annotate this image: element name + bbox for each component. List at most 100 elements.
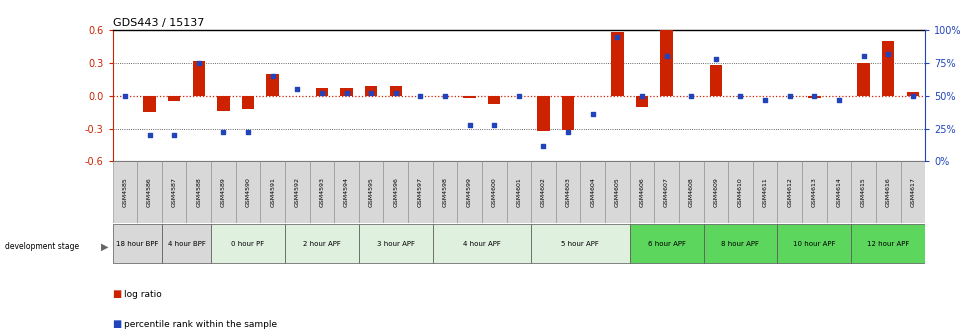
Bar <box>635 96 647 107</box>
Point <box>609 34 625 39</box>
Text: 4 hour BPF: 4 hour BPF <box>167 241 205 247</box>
Text: GSM4602: GSM4602 <box>541 177 546 207</box>
Bar <box>851 224 924 263</box>
Bar <box>359 161 383 223</box>
Text: GSM4609: GSM4609 <box>713 177 718 207</box>
Point <box>806 93 822 98</box>
Point <box>142 132 157 138</box>
Bar <box>408 161 432 223</box>
Bar <box>537 96 549 131</box>
Text: GSM4596: GSM4596 <box>393 177 398 207</box>
Text: GSM4589: GSM4589 <box>221 177 226 207</box>
Bar <box>728 161 752 223</box>
Text: 12 hour APF: 12 hour APF <box>867 241 909 247</box>
Text: GSM4593: GSM4593 <box>319 177 324 207</box>
Point <box>855 54 870 59</box>
Bar <box>506 161 531 223</box>
Text: GSM4591: GSM4591 <box>270 177 275 207</box>
Point <box>904 93 919 98</box>
Bar <box>389 86 402 96</box>
Bar <box>604 161 629 223</box>
Text: GSM4601: GSM4601 <box>515 177 521 207</box>
Bar <box>777 224 851 263</box>
Text: GSM4607: GSM4607 <box>663 177 668 207</box>
Bar <box>340 88 352 96</box>
Text: GSM4613: GSM4613 <box>811 177 816 207</box>
Bar <box>851 161 875 223</box>
Bar <box>333 161 359 223</box>
Text: GSM4605: GSM4605 <box>614 177 619 207</box>
Text: GSM4585: GSM4585 <box>122 177 127 207</box>
Text: GSM4608: GSM4608 <box>689 177 693 207</box>
Text: ▶: ▶ <box>101 242 109 252</box>
Text: GSM4587: GSM4587 <box>171 177 176 207</box>
Bar <box>857 63 868 96</box>
Point <box>462 122 477 127</box>
Bar <box>168 96 180 101</box>
Bar <box>315 88 328 96</box>
Text: GSM4603: GSM4603 <box>565 177 570 207</box>
Bar <box>112 161 137 223</box>
Point <box>486 122 502 127</box>
Bar <box>432 224 531 263</box>
Point <box>879 51 895 56</box>
Bar <box>703 224 777 263</box>
Point <box>338 90 354 96</box>
Bar <box>309 161 333 223</box>
Text: GSM4617: GSM4617 <box>910 177 914 207</box>
Point <box>830 97 846 102</box>
Bar <box>143 96 156 112</box>
Bar <box>481 161 506 223</box>
Text: GSM4590: GSM4590 <box>245 177 250 207</box>
Text: ■: ■ <box>112 319 121 329</box>
Bar <box>260 161 285 223</box>
Text: GSM4598: GSM4598 <box>442 177 447 207</box>
Bar <box>242 96 254 109</box>
Bar <box>457 161 481 223</box>
Text: ■: ■ <box>112 289 121 299</box>
Bar <box>678 161 703 223</box>
Text: GSM4611: GSM4611 <box>762 177 767 207</box>
Text: GSM4599: GSM4599 <box>467 177 471 207</box>
Bar <box>161 161 186 223</box>
Point <box>683 93 698 98</box>
Bar <box>825 161 851 223</box>
Bar <box>432 161 457 223</box>
Bar <box>463 96 475 98</box>
Bar <box>629 161 653 223</box>
Bar <box>580 161 604 223</box>
Bar <box>161 224 211 263</box>
Bar <box>186 161 211 223</box>
Point <box>634 93 649 98</box>
Text: GSM4614: GSM4614 <box>835 177 841 207</box>
Bar <box>777 161 801 223</box>
Point <box>511 93 526 98</box>
Bar <box>703 161 728 223</box>
Bar <box>629 224 703 263</box>
Text: 4 hour APF: 4 hour APF <box>463 241 501 247</box>
Bar <box>752 161 777 223</box>
Text: GSM4606: GSM4606 <box>639 177 644 207</box>
Bar <box>285 161 309 223</box>
Point <box>781 93 797 98</box>
Text: 3 hour APF: 3 hour APF <box>377 241 415 247</box>
Bar <box>660 22 672 96</box>
Bar <box>531 224 629 263</box>
Text: GSM4615: GSM4615 <box>861 177 866 207</box>
Text: GSM4586: GSM4586 <box>147 177 152 207</box>
Text: GSM4610: GSM4610 <box>737 177 742 207</box>
Point <box>314 90 330 96</box>
Bar <box>556 161 580 223</box>
Text: GSM4588: GSM4588 <box>196 177 201 207</box>
Bar <box>801 161 825 223</box>
Point <box>240 130 255 135</box>
Bar <box>365 86 377 96</box>
Bar <box>211 224 285 263</box>
Text: GSM4597: GSM4597 <box>418 177 422 207</box>
Bar <box>610 33 623 96</box>
Bar <box>906 92 918 96</box>
Point <box>363 90 378 96</box>
Text: 8 hour APF: 8 hour APF <box>721 241 759 247</box>
Text: 6 hour APF: 6 hour APF <box>647 241 685 247</box>
Bar <box>193 61 204 96</box>
